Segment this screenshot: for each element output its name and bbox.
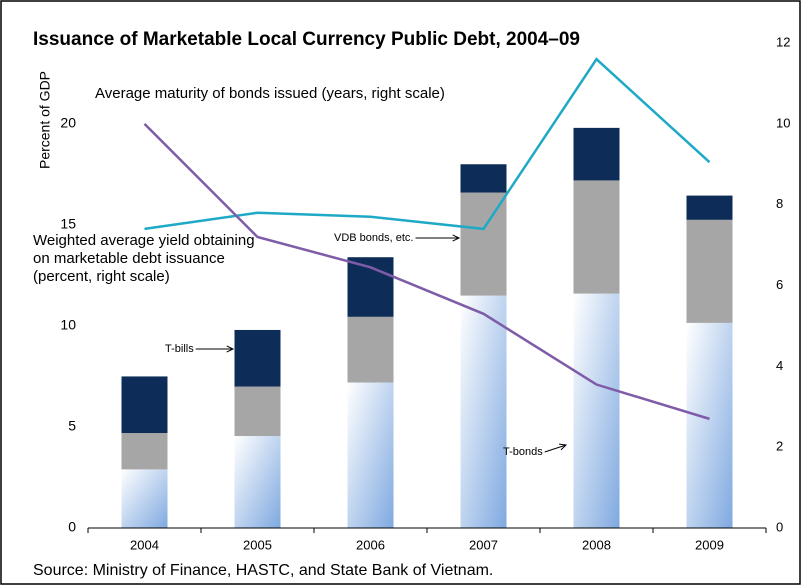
- yield-label: Weighted average yield obtaining on mark…: [33, 232, 255, 285]
- chart-title: Issuance of Marketable Local Currency Pu…: [33, 29, 580, 50]
- series-label: T-bills: [165, 343, 194, 355]
- series-label: VDB bonds, etc.: [334, 232, 414, 244]
- y-tick-label: 15: [60, 216, 76, 232]
- x-tick-label: 2009: [695, 537, 724, 552]
- y-tick-label: 10: [60, 317, 76, 333]
- bar-segment: [460, 295, 507, 528]
- bar-segment: [460, 192, 507, 296]
- arrow: [544, 444, 567, 453]
- bar-segment: [460, 164, 507, 193]
- bar-segment: [121, 433, 168, 470]
- source: Source: Ministry of Finance, HASTC, and …: [33, 562, 493, 579]
- arrow-head: [226, 345, 235, 353]
- maturity-label: Average maturity of bonds issued (years,…: [95, 85, 445, 102]
- x-tick-label: 2006: [356, 537, 385, 552]
- y2-tick-label: 8: [776, 196, 783, 211]
- bar-segment: [347, 382, 394, 528]
- bar-segment: [234, 386, 281, 437]
- x-tick-label: 2008: [582, 537, 611, 552]
- x-tick-label: 2007: [469, 537, 498, 552]
- bar-segment: [347, 316, 394, 383]
- y-tick-label: 0: [68, 519, 76, 535]
- y2-tick-label: 0: [776, 519, 783, 534]
- arrow-head: [558, 443, 568, 451]
- line-series: [144, 57, 711, 231]
- y-tick-label: 20: [60, 115, 76, 131]
- y-tick-label: 5: [68, 418, 76, 434]
- bar-segment: [573, 293, 620, 528]
- arrow-head: [452, 234, 461, 242]
- bar-segment: [686, 322, 733, 528]
- series-label: T-bonds: [503, 446, 543, 458]
- y2-tick-label: 10: [776, 115, 790, 130]
- bar-segment: [234, 329, 281, 387]
- bar-segment: [121, 376, 168, 434]
- y2-tick-label: 4: [776, 358, 783, 373]
- x-tick-label: 2005: [243, 537, 272, 552]
- bar-segment: [234, 436, 281, 528]
- x-tick-label: 2004: [130, 537, 159, 552]
- y2-tick-label: 2: [776, 439, 783, 454]
- bar-segment: [573, 180, 620, 294]
- y-axis-label: Percent of GDP: [37, 71, 53, 169]
- bar-segment: [121, 469, 168, 528]
- bar-segment: [573, 127, 620, 181]
- bar-segment: [686, 195, 733, 220]
- y2-tick-label: 12: [776, 34, 790, 49]
- y2-tick-label: 6: [776, 277, 783, 292]
- bar-segment: [686, 219, 733, 323]
- line-series: [143, 122, 710, 421]
